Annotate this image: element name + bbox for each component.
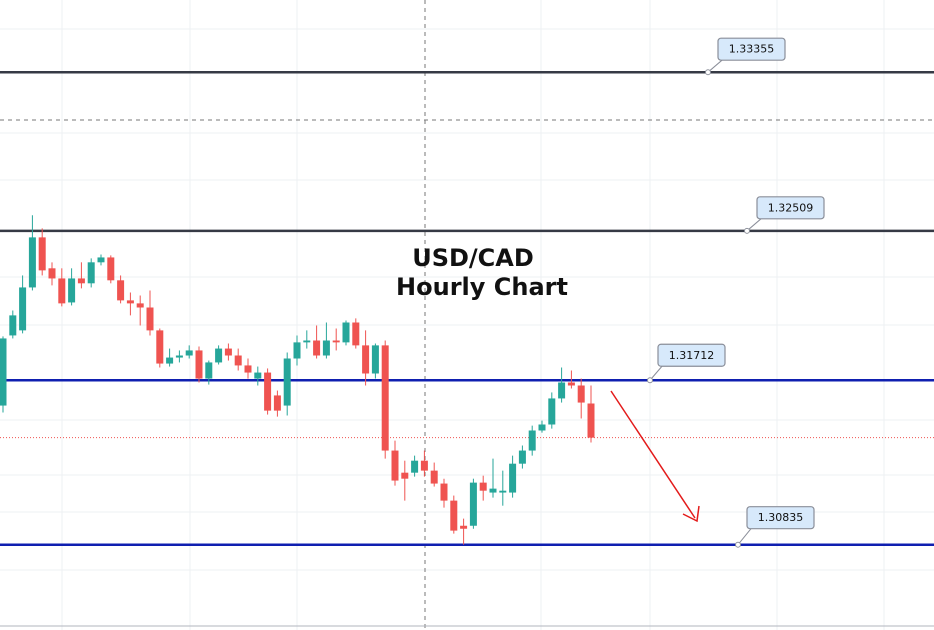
candle-body bbox=[205, 362, 213, 379]
candle-body bbox=[107, 257, 115, 281]
candle-body bbox=[9, 315, 17, 336]
candle-body bbox=[68, 278, 76, 303]
candle-body bbox=[224, 348, 232, 356]
candle-body bbox=[587, 403, 595, 438]
candle-body bbox=[146, 307, 154, 331]
label-anchor bbox=[705, 69, 711, 76]
candle-body bbox=[460, 525, 468, 529]
candle-body bbox=[538, 424, 546, 431]
candle-body bbox=[175, 355, 183, 358]
candle-body bbox=[58, 278, 66, 304]
candle-body bbox=[420, 460, 428, 471]
candle-body bbox=[528, 430, 536, 451]
candle-body bbox=[342, 322, 350, 343]
candle-body bbox=[332, 340, 340, 343]
candle-body bbox=[469, 482, 477, 526]
label-leader bbox=[737, 528, 752, 546]
candle-body bbox=[577, 385, 585, 403]
candle-body bbox=[117, 280, 125, 301]
candle-body bbox=[19, 287, 27, 331]
candles bbox=[0, 215, 595, 545]
candle-body bbox=[97, 257, 105, 263]
candle-body bbox=[156, 330, 164, 364]
level-label: 1.30835 bbox=[758, 511, 804, 524]
candle-body bbox=[362, 345, 370, 374]
label-box bbox=[717, 37, 786, 61]
candle-body bbox=[450, 500, 458, 531]
candle-body bbox=[499, 490, 507, 493]
forecast-arrow bbox=[610, 390, 700, 523]
label-anchor bbox=[647, 377, 653, 384]
label-leader bbox=[707, 59, 723, 73]
candle-body bbox=[185, 350, 193, 356]
candle-body bbox=[28, 237, 36, 288]
label-leader bbox=[746, 218, 762, 232]
candle-body bbox=[401, 472, 409, 479]
candle-body bbox=[136, 303, 144, 308]
candle-body bbox=[283, 358, 291, 406]
candle-body bbox=[548, 398, 556, 425]
label-anchor bbox=[744, 227, 750, 234]
candle-body bbox=[381, 345, 389, 451]
candle-body bbox=[273, 395, 281, 411]
label-box bbox=[756, 196, 825, 220]
label-anchor bbox=[735, 541, 741, 548]
candle-body bbox=[313, 340, 321, 356]
candle-body bbox=[440, 483, 448, 501]
candle-body bbox=[391, 450, 399, 481]
candle-body bbox=[48, 268, 56, 279]
candle-body bbox=[264, 372, 272, 411]
candle-body bbox=[411, 460, 419, 473]
candle-body bbox=[215, 348, 223, 363]
candle-body bbox=[244, 365, 252, 373]
candle-body bbox=[254, 372, 262, 379]
arrow-line bbox=[610, 390, 696, 519]
candle-body bbox=[303, 340, 311, 343]
label-box bbox=[746, 506, 815, 530]
label-box bbox=[657, 343, 726, 367]
candle-body bbox=[126, 300, 134, 304]
candle-body bbox=[371, 345, 379, 374]
chart-title: USD/CAD bbox=[412, 244, 534, 272]
levels bbox=[0, 70, 934, 546]
candle-body bbox=[77, 278, 85, 284]
candle-body bbox=[558, 382, 566, 399]
level-label: 1.33355 bbox=[729, 43, 775, 56]
candle-body bbox=[195, 350, 203, 379]
candle-body bbox=[352, 322, 360, 346]
candle-body bbox=[87, 262, 95, 284]
candle-body bbox=[322, 340, 330, 356]
candle-body bbox=[479, 482, 487, 491]
candle-body bbox=[430, 470, 438, 484]
level-labels: 1.33355 1.32509 1.31712 1.30835 bbox=[647, 37, 825, 548]
candle-body bbox=[518, 450, 526, 464]
level-label: 1.31712 bbox=[669, 349, 715, 362]
candle-body bbox=[234, 355, 242, 366]
arrow-head bbox=[682, 505, 700, 523]
candle-body bbox=[567, 382, 575, 386]
candle-body bbox=[509, 463, 517, 493]
candle-body bbox=[293, 342, 301, 359]
candle-body bbox=[166, 357, 174, 364]
candle-body bbox=[489, 488, 497, 493]
candle-body bbox=[38, 237, 46, 271]
level-label: 1.32509 bbox=[768, 201, 814, 214]
candle-body bbox=[0, 338, 7, 406]
label-leader bbox=[649, 365, 663, 381]
chart-subtitle: Hourly Chart bbox=[396, 273, 568, 301]
